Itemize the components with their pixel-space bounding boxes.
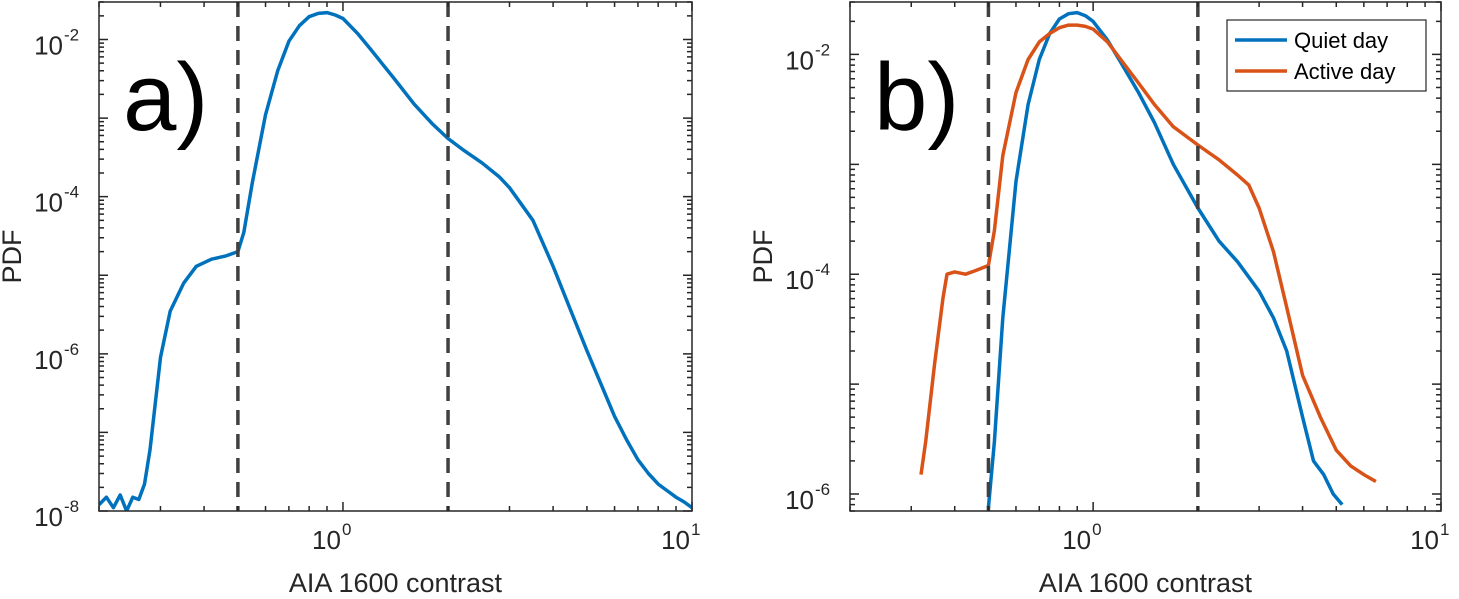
- x-tick-label: 10: [1410, 525, 1439, 555]
- y-tick-exponent: -6: [64, 340, 79, 359]
- legend-entry-2: Active day: [1294, 59, 1396, 84]
- panel-label: b): [874, 44, 959, 151]
- y-tick-label: 10: [34, 345, 63, 375]
- axes-box: [98, 1, 693, 512]
- x-tick-exponent: 0: [342, 520, 351, 539]
- y-tick-exponent: -6: [815, 480, 830, 499]
- y-axis-label: PDF: [748, 230, 778, 284]
- series-line-1: [986, 10, 1344, 508]
- y-tick-label: 10: [785, 485, 814, 515]
- y-tick-label: 10: [34, 188, 63, 218]
- x-tick-exponent: 1: [691, 520, 700, 539]
- x-tick-label: 10: [661, 525, 690, 555]
- plot-area: [99, 2, 692, 511]
- legend-box: [1226, 19, 1427, 92]
- x-tick-label: 10: [1062, 525, 1091, 555]
- y-tick-exponent: -4: [64, 183, 79, 202]
- y-tick-exponent: -2: [815, 40, 830, 59]
- x-tick-exponent: 1: [1440, 520, 1449, 539]
- y-axis-label: PDF: [0, 230, 27, 284]
- axes-box: [849, 1, 1442, 512]
- series-line-2: [919, 23, 1377, 484]
- x-tick-label: 10: [312, 525, 341, 555]
- legend-entry-1: Quiet day: [1294, 28, 1388, 53]
- y-tick-exponent: -8: [64, 497, 79, 516]
- x-axis-label: AIA 1600 contrast: [1039, 568, 1253, 598]
- y-tick-label: 10: [34, 30, 63, 60]
- y-tick-exponent: -4: [815, 260, 830, 279]
- x-axis-label: AIA 1600 contrast: [289, 568, 503, 598]
- y-tick-label: 10: [34, 502, 63, 532]
- legend: Quiet day Active day: [1226, 19, 1427, 92]
- x-tick-exponent: 0: [1092, 520, 1101, 539]
- y-tick-label: 10: [785, 45, 814, 75]
- panel-label: a): [123, 44, 208, 151]
- series-line-1: [99, 10, 692, 511]
- y-tick-exponent: -2: [64, 25, 79, 44]
- y-tick-label: 10: [785, 265, 814, 295]
